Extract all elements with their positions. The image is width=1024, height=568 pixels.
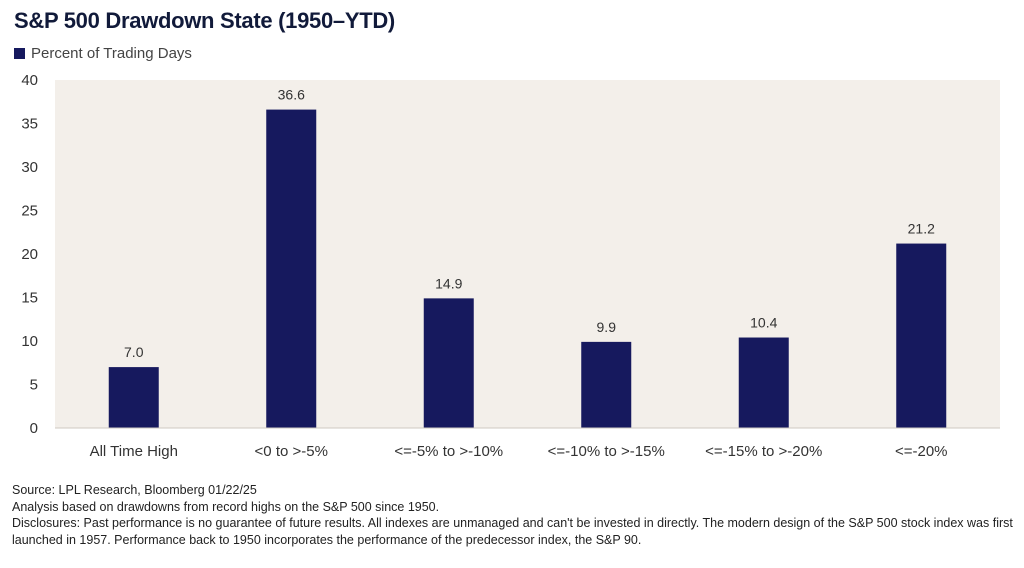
- legend-swatch: [14, 48, 25, 59]
- bar: [423, 298, 474, 428]
- bar: [581, 341, 632, 428]
- data-label: 21.2: [908, 221, 935, 237]
- bar-chart: 0 5 10 15 20 25 30 35 40 7.0 All Time High 36.6 <0 t…: [21, 72, 1000, 460]
- data-label: 10.4: [750, 315, 777, 331]
- y-tick-label: 15: [21, 290, 38, 307]
- legend-label: Percent of Trading Days: [31, 45, 192, 62]
- bar: [738, 337, 789, 428]
- y-tick-label: 25: [21, 203, 38, 220]
- data-label: 14.9: [435, 275, 462, 291]
- y-tick-label: 40: [21, 72, 38, 89]
- y-tick-label: 35: [21, 116, 38, 133]
- y-tick-label: 20: [21, 246, 38, 263]
- bar: [108, 367, 159, 428]
- x-tick-label: <0 to >-5%: [255, 443, 328, 460]
- bar: [896, 243, 947, 428]
- chart-title: S&P 500 Drawdown State (1950–YTD): [14, 8, 395, 33]
- y-tick-label: 30: [21, 159, 38, 176]
- data-label: 9.9: [597, 319, 617, 335]
- bar: [266, 109, 317, 428]
- y-tick-label: 10: [21, 333, 38, 350]
- x-tick-label: <=-10% to >-15%: [548, 443, 665, 460]
- analysis-note: Analysis based on drawdowns from record …: [12, 499, 440, 514]
- data-label: 36.6: [278, 87, 305, 103]
- source-note: Source: LPL Research, Bloomberg 01/22/25: [12, 483, 257, 497]
- footer-notes: Source: LPL Research, Bloomberg 01/22/25…: [12, 482, 1016, 548]
- y-tick-label: 5: [30, 377, 38, 394]
- x-tick-label: <=-5% to >-10%: [394, 443, 503, 460]
- disclosures-note: Disclosures: Past performance is no guar…: [12, 516, 1013, 547]
- x-tick-label: <=-20%: [895, 443, 948, 460]
- plot-area: [55, 80, 1000, 428]
- x-tick-label: <=-15% to >-20%: [705, 443, 822, 460]
- legend: Percent of Trading Days: [14, 45, 192, 62]
- y-tick-label: 0: [30, 420, 38, 437]
- x-tick-label: All Time High: [90, 443, 178, 460]
- data-label: 7.0: [124, 344, 144, 360]
